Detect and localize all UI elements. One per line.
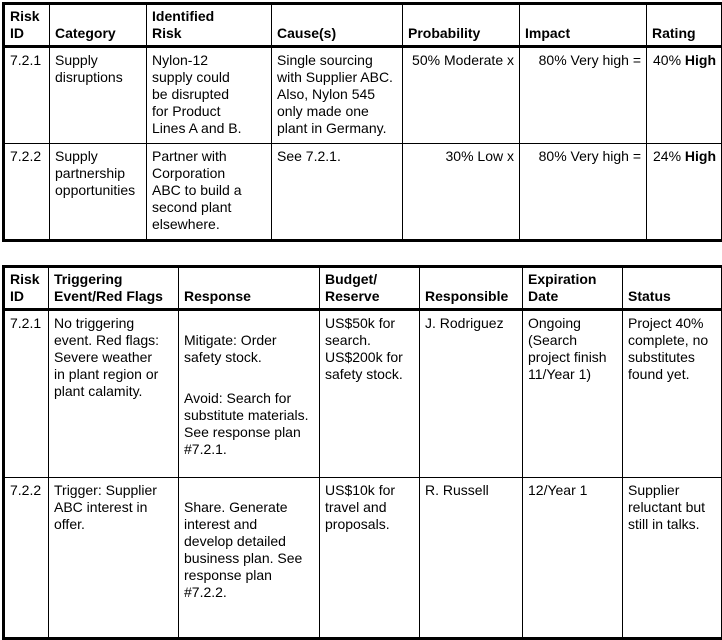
response-header-row: Risk ID Triggering Event/Red Flags Respo… bbox=[4, 267, 722, 310]
rating-value: 40% bbox=[653, 52, 681, 68]
header-risk-id: Risk ID bbox=[4, 267, 49, 310]
cell-expiration-date: Ongoing (Search project finish 11/Year 1… bbox=[523, 310, 623, 478]
header-response: Response bbox=[179, 267, 320, 310]
cell-status: Project 40% complete, no substitutes fou… bbox=[623, 310, 722, 478]
header-causes: Cause(s) bbox=[272, 4, 403, 47]
cell-triggering-event: No triggering event. Red flags: Severe w… bbox=[49, 310, 179, 478]
header-budget-reserve: Budget/ Reserve bbox=[320, 267, 420, 310]
rating-level: High bbox=[685, 52, 716, 68]
assessment-header-row: Risk ID Category Identified Risk Cause(s… bbox=[4, 4, 722, 47]
rating-value: 24% bbox=[653, 148, 681, 164]
cell-response: Mitigate: Order safety stock. Avoid: Sea… bbox=[179, 310, 320, 478]
cell-responsible: J. Rodriguez bbox=[420, 310, 523, 478]
table-row: 7.2.1 No triggering event. Red flags: Se… bbox=[4, 310, 722, 478]
cell-probability: 30% Low x bbox=[403, 144, 520, 241]
header-category: Category bbox=[50, 4, 147, 47]
header-responsible: Responsible bbox=[420, 267, 523, 310]
cell-impact: 80% Very high = bbox=[520, 144, 647, 241]
table-row: 7.2.2 Trigger: Supplier ABC interest in … bbox=[4, 478, 722, 639]
cell-rating: 24% High bbox=[647, 144, 722, 241]
cell-probability: 50% Moderate x bbox=[403, 47, 520, 144]
header-rating: Rating bbox=[647, 4, 722, 47]
risk-response-table: Risk ID Triggering Event/Red Flags Respo… bbox=[2, 265, 722, 640]
cell-causes: See 7.2.1. bbox=[272, 144, 403, 241]
cell-budget-reserve: US$50k for search. US$200k for safety st… bbox=[320, 310, 420, 478]
response-paragraph: Avoid: Search for substitute materials. … bbox=[184, 390, 315, 458]
cell-risk-id: 7.2.2 bbox=[4, 478, 49, 639]
cell-risk-id: 7.2.1 bbox=[4, 47, 50, 144]
header-identified-risk: Identified Risk bbox=[147, 4, 272, 47]
header-expiration-date: Expiration Date bbox=[523, 267, 623, 310]
header-risk-id: Risk ID bbox=[4, 4, 50, 47]
cell-expiration-date: 12/Year 1 bbox=[523, 478, 623, 639]
cell-category: Supply partnership opportunities bbox=[50, 144, 147, 241]
cell-responsible: R. Russell bbox=[420, 478, 523, 639]
response-paragraph: Mitigate: Order safety stock. bbox=[184, 332, 315, 366]
cell-status: Supplier reluctant but still in talks. bbox=[623, 478, 722, 639]
cell-risk-id: 7.2.1 bbox=[4, 310, 49, 478]
cell-response: Share. Generate interest and develop det… bbox=[179, 478, 320, 639]
response-paragraph: Share. Generate interest and develop det… bbox=[184, 499, 315, 601]
cell-impact: 80% Very high = bbox=[520, 47, 647, 144]
header-triggering-event: Triggering Event/Red Flags bbox=[49, 267, 179, 310]
header-impact: Impact bbox=[520, 4, 647, 47]
cell-identified-risk: Nylon-12 supply could be disrupted for P… bbox=[147, 47, 272, 144]
cell-causes: Single sourcing with Supplier ABC. Also,… bbox=[272, 47, 403, 144]
risk-assessment-table: Risk ID Category Identified Risk Cause(s… bbox=[2, 2, 722, 242]
table-row: 7.2.1 Supply disruptions Nylon-12 supply… bbox=[4, 47, 722, 144]
rating-level: High bbox=[685, 148, 716, 164]
header-status: Status bbox=[623, 267, 722, 310]
table-row: 7.2.2 Supply partnership opportunities P… bbox=[4, 144, 722, 241]
cell-category: Supply disruptions bbox=[50, 47, 147, 144]
cell-risk-id: 7.2.2 bbox=[4, 144, 50, 241]
cell-identified-risk: Partner with Corporation ABC to build a … bbox=[147, 144, 272, 241]
cell-triggering-event: Trigger: Supplier ABC interest in offer. bbox=[49, 478, 179, 639]
header-probability: Probability bbox=[403, 4, 520, 47]
cell-rating: 40% High bbox=[647, 47, 722, 144]
cell-budget-reserve: US$10k for travel and proposals. bbox=[320, 478, 420, 639]
